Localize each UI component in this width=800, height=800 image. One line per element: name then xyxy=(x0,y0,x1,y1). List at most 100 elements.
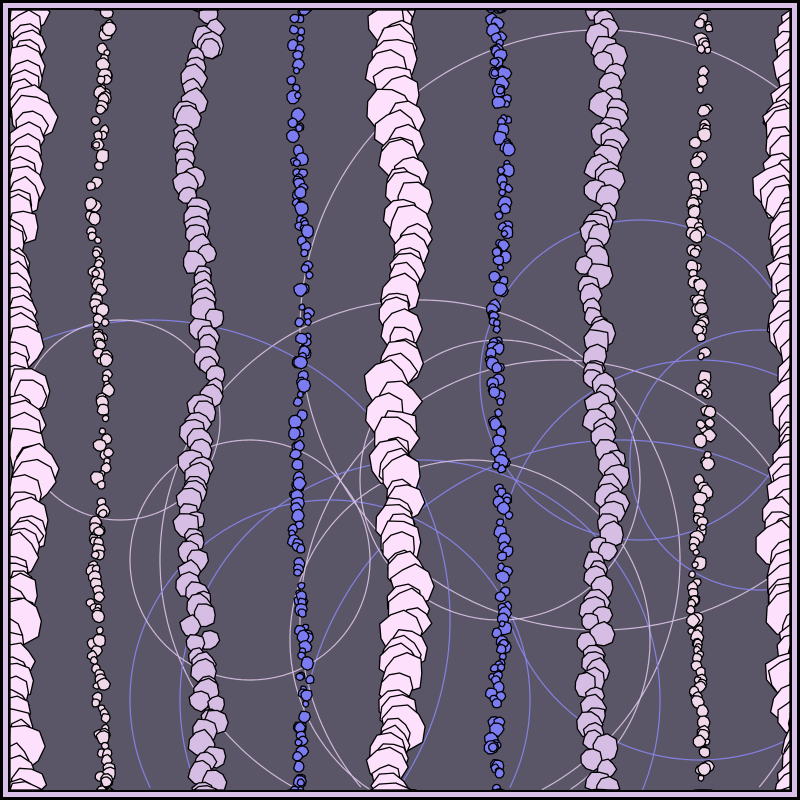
pebble xyxy=(686,613,701,629)
pebble xyxy=(698,746,711,759)
pebble xyxy=(100,461,112,474)
pebble xyxy=(300,689,313,702)
pebble xyxy=(694,301,709,315)
pebble xyxy=(296,543,306,554)
arc-stroke xyxy=(129,499,531,788)
pebble xyxy=(84,196,98,211)
pebble xyxy=(96,677,112,691)
pebble xyxy=(692,548,701,556)
pebble xyxy=(498,188,507,197)
pebble xyxy=(188,690,212,713)
pebble xyxy=(295,332,309,345)
pebble xyxy=(101,318,110,327)
pebble xyxy=(286,75,297,86)
pebble xyxy=(292,49,304,61)
arc-stroke xyxy=(398,620,451,789)
pebble xyxy=(85,181,96,192)
pebble xyxy=(288,426,301,441)
pebble xyxy=(95,148,110,164)
arc-stroke xyxy=(359,339,641,621)
pebble xyxy=(497,263,505,272)
arc-stroke xyxy=(509,700,531,788)
pebble xyxy=(500,229,509,238)
pebble xyxy=(287,117,299,129)
pebble xyxy=(780,783,791,791)
pebble xyxy=(696,44,706,55)
pebble xyxy=(498,652,507,661)
pebble xyxy=(302,700,310,708)
pebble xyxy=(495,570,511,585)
pebble xyxy=(491,361,503,374)
pebble xyxy=(88,211,101,226)
pebble xyxy=(494,210,504,220)
pebble xyxy=(289,13,300,24)
pebble xyxy=(300,240,312,252)
pebble xyxy=(494,9,506,14)
pebble xyxy=(688,570,696,579)
pebble xyxy=(597,541,619,562)
pebble xyxy=(495,85,506,95)
pebble xyxy=(96,75,106,85)
pebble xyxy=(495,643,507,655)
pebble xyxy=(98,427,107,435)
pebble xyxy=(696,74,709,88)
pebble xyxy=(687,205,701,219)
pebble xyxy=(97,508,108,519)
pebble xyxy=(289,24,300,35)
pebble xyxy=(498,620,506,628)
pebble xyxy=(95,625,104,635)
pebble xyxy=(295,124,303,133)
pebble xyxy=(697,352,705,361)
pebble xyxy=(292,158,302,168)
pebble xyxy=(691,561,699,569)
pebble xyxy=(296,34,305,43)
pebble xyxy=(298,710,312,724)
pebble xyxy=(300,656,315,671)
pebble xyxy=(689,248,701,259)
pebble xyxy=(94,236,102,245)
pebble xyxy=(294,317,305,328)
pebble xyxy=(288,414,303,429)
pebble xyxy=(504,510,514,521)
pebble xyxy=(701,389,709,398)
arc-stroke xyxy=(641,700,661,791)
pebble xyxy=(496,397,505,406)
pebble xyxy=(490,68,500,77)
pebble xyxy=(297,9,313,16)
pebble xyxy=(692,734,707,748)
arc-stroke xyxy=(629,329,790,591)
pebble xyxy=(298,303,306,311)
pebble xyxy=(495,518,505,527)
pebble xyxy=(488,742,498,753)
pebble xyxy=(698,523,708,531)
pebble xyxy=(96,403,110,416)
pebble xyxy=(696,104,711,117)
pebble xyxy=(294,738,303,747)
pebble xyxy=(193,603,216,628)
pebble xyxy=(688,136,702,149)
pebble xyxy=(101,21,117,37)
pebble xyxy=(703,405,717,419)
pebble xyxy=(101,382,116,398)
pebble xyxy=(489,57,500,68)
pebble xyxy=(697,127,712,143)
pebble xyxy=(696,85,704,94)
pebble xyxy=(291,58,306,71)
pebble xyxy=(493,281,508,297)
pebble xyxy=(9,780,44,791)
pebble xyxy=(93,525,105,537)
pebble xyxy=(103,447,115,458)
pebble xyxy=(93,161,104,171)
pebble xyxy=(91,609,106,624)
pebble xyxy=(304,317,312,327)
pebble xyxy=(497,166,506,175)
pebble xyxy=(692,491,709,507)
pebble xyxy=(300,248,309,258)
pebble xyxy=(580,748,603,772)
pebble xyxy=(693,17,705,29)
pebble xyxy=(697,65,710,78)
arc-layer xyxy=(13,29,791,791)
pebble xyxy=(296,778,306,787)
pebble xyxy=(292,397,304,407)
pebble xyxy=(492,434,506,448)
